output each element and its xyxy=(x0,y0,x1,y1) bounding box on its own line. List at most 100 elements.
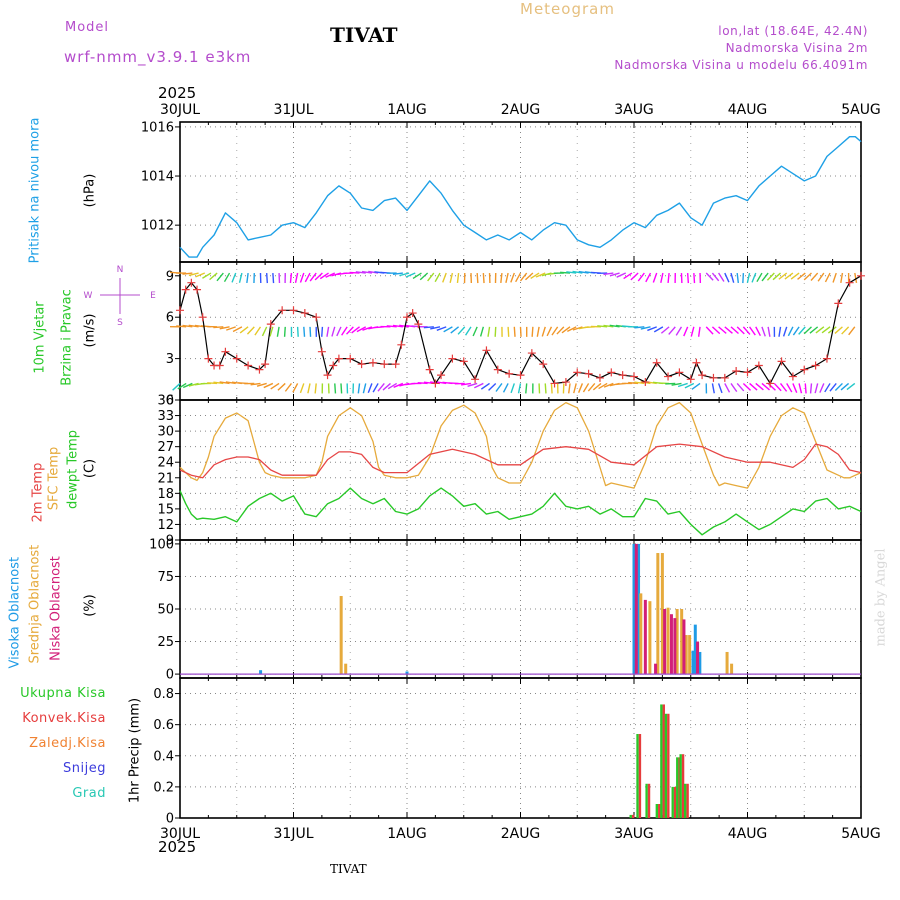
wind-direction-arrow xyxy=(660,272,664,283)
x-tick-label-top: 4AUG xyxy=(728,102,768,118)
total-rain-bar xyxy=(679,754,682,818)
wind-speed-marker xyxy=(493,365,502,374)
wind-direction-arrow xyxy=(505,272,509,283)
wind-direction-arrow xyxy=(479,326,485,337)
wind-direction-arrow xyxy=(566,326,577,333)
wind-direction-arrow xyxy=(270,382,280,390)
wind-direction-arrow xyxy=(697,326,701,337)
mid-cloud-bar xyxy=(344,663,348,675)
x-tick-label-bottom: 30JUL xyxy=(160,826,200,842)
low-cloud-bar xyxy=(663,609,667,675)
total-rain-bar xyxy=(664,713,668,818)
wind-direction-arrow xyxy=(761,326,766,337)
wind-direction-arrow xyxy=(500,272,503,284)
wind-direction-arrow xyxy=(784,272,794,280)
x-tick-label-top: 1AUG xyxy=(387,102,427,118)
y-tick-label: 0.8 xyxy=(153,687,174,702)
wind-direction-arrow xyxy=(535,272,546,278)
wind-direction-arrow xyxy=(730,383,738,393)
wind-direction-arrow xyxy=(724,326,733,334)
wind-direction-arrow xyxy=(756,272,763,283)
high-cloud-bar xyxy=(405,671,409,675)
wind-direction-arrow xyxy=(272,272,275,284)
wind-direction-arrow xyxy=(399,272,410,277)
wind-speed-marker xyxy=(437,371,446,380)
y-tick-label: 75 xyxy=(157,570,174,585)
wind-direction-arrow xyxy=(307,383,311,394)
wind-speed-marker xyxy=(811,361,820,370)
wind-direction-arrow xyxy=(351,326,360,334)
wind-speed-marker xyxy=(652,358,661,367)
wind-direction-arrow xyxy=(283,326,286,337)
wind-direction-arrow xyxy=(761,382,770,391)
low-cloud-bar xyxy=(682,619,686,675)
model-elevation-label: Nadmorska Visina u modelu 66.4091m xyxy=(614,58,868,72)
wind-speed-marker xyxy=(698,371,707,380)
wind-direction-arrow xyxy=(299,272,305,283)
wind-direction-arrow xyxy=(256,382,267,387)
wind-direction-arrow xyxy=(746,272,751,283)
wind-direction-arrow xyxy=(815,326,825,334)
y-tick-label: 9 xyxy=(166,534,174,549)
wind-direction-arrow xyxy=(730,272,735,283)
mid-cloud-bar xyxy=(684,635,688,675)
wind-direction-arrow xyxy=(742,273,745,284)
wind-speed-marker xyxy=(278,306,287,315)
wind-direction-arrow xyxy=(779,383,788,392)
wind-direction-arrow xyxy=(573,383,577,394)
wind-direction-arrow xyxy=(572,326,583,331)
wind-direction-arrow xyxy=(609,272,620,277)
wind-direction-arrow xyxy=(603,272,614,276)
wind-direction-arrow xyxy=(219,326,230,330)
compass-north: N xyxy=(117,265,124,275)
wind-direction-arrow xyxy=(767,382,776,391)
wind-direction-arrow xyxy=(250,382,261,386)
footer-station: TIVAT xyxy=(330,862,367,876)
wind-direction-arrow xyxy=(182,382,193,389)
wind-direction-arrow xyxy=(803,272,812,281)
wind-direction-arrow xyxy=(399,324,410,328)
wind-direction-arrow xyxy=(809,326,819,334)
wind-direction-arrow xyxy=(567,383,571,394)
mid-cloud-bar xyxy=(656,553,660,675)
high-cloud-bar xyxy=(632,543,636,675)
y-tick-label: 1012 xyxy=(141,219,174,234)
x-tick-label-top: 3AUG xyxy=(614,102,654,118)
wind-speed-marker xyxy=(414,320,423,329)
wind-direction-arrow xyxy=(515,272,522,283)
wind-direction-arrow xyxy=(341,326,348,336)
total-rain-bar xyxy=(655,804,659,818)
y-tick-label: 50 xyxy=(157,603,174,618)
wind-direction-arrow xyxy=(603,324,614,328)
wind-speed-marker xyxy=(187,278,196,287)
wind-speed-marker xyxy=(198,313,207,322)
x-tick-label-bottom: 4AUG xyxy=(728,826,768,842)
wind-speed-marker xyxy=(788,372,797,381)
wind-speed-marker xyxy=(448,354,457,363)
wind-direction-arrow xyxy=(487,326,491,337)
high-cloud-bar xyxy=(698,651,702,675)
compass-west: W xyxy=(84,291,93,301)
wind-direction-arrow xyxy=(560,271,571,274)
wind-direction-arrow xyxy=(225,381,236,385)
wind-direction-arrow xyxy=(474,382,484,389)
wind-speed-marker xyxy=(471,375,480,384)
wind-speed-marker xyxy=(732,367,741,376)
wind-speed-marker xyxy=(516,371,525,380)
wind-direction-arrow xyxy=(671,382,682,386)
wind-direction-arrow xyxy=(640,326,651,330)
wind-direction-arrow xyxy=(854,272,858,284)
lonlat-label: lon,lat (18.64E, 42.4N) xyxy=(718,24,868,38)
page-title: TIVAT xyxy=(330,23,398,47)
wind-direction-arrow xyxy=(361,270,373,274)
wind-direction-arrow xyxy=(772,272,781,281)
y-tick-label: 6 xyxy=(166,311,174,326)
wind-direction-arrow xyxy=(675,326,683,336)
wind-direction-arrow xyxy=(387,382,398,390)
year-top: 2025 xyxy=(158,84,197,102)
wind-direction-arrow xyxy=(531,326,534,337)
wind-direction-arrow xyxy=(572,270,583,274)
wind-speed-marker xyxy=(317,347,326,356)
total-rain-bar xyxy=(671,786,674,818)
